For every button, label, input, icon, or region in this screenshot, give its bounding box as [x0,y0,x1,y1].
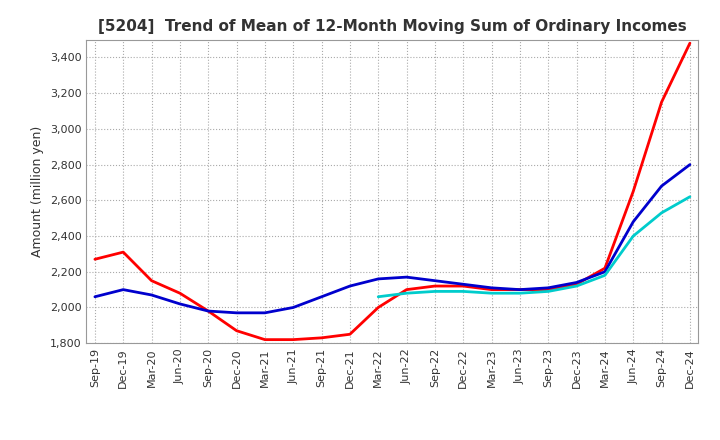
3 Years [318,335,326,341]
3 Years [261,337,269,342]
5 Years [289,305,297,310]
5 Years [318,294,326,299]
7 Years [516,290,524,296]
Y-axis label: Amount (million yen): Amount (million yen) [31,126,44,257]
Line: 7 Years: 7 Years [378,197,690,297]
3 Years [600,266,609,271]
5 Years [431,278,439,283]
7 Years [629,233,637,238]
3 Years [91,257,99,262]
3 Years [572,282,581,287]
5 Years [204,308,212,314]
5 Years [261,310,269,315]
3 Years [685,40,694,46]
5 Years [629,219,637,224]
7 Years [600,273,609,278]
5 Years [119,287,127,292]
Line: 3 Years: 3 Years [95,43,690,340]
3 Years [289,337,297,342]
5 Years [176,301,184,307]
3 Years [487,287,496,292]
5 Years [459,282,467,287]
3 Years [629,189,637,194]
Line: 5 Years: 5 Years [95,165,690,313]
Title: [5204]  Trend of Mean of 12-Month Moving Sum of Ordinary Incomes: [5204] Trend of Mean of 12-Month Moving … [98,19,687,34]
5 Years [544,285,552,290]
3 Years [148,278,156,283]
3 Years [374,305,382,310]
7 Years [459,289,467,294]
5 Years [374,276,382,282]
7 Years [431,289,439,294]
7 Years [657,210,666,216]
3 Years [346,332,354,337]
3 Years [176,290,184,296]
5 Years [346,283,354,289]
5 Years [657,183,666,189]
7 Years [685,194,694,199]
3 Years [431,283,439,289]
5 Years [516,287,524,292]
5 Years [233,310,241,315]
5 Years [148,292,156,297]
3 Years [657,99,666,105]
3 Years [544,287,552,292]
3 Years [516,287,524,292]
3 Years [402,287,411,292]
3 Years [233,328,241,334]
3 Years [459,283,467,289]
5 Years [402,275,411,280]
7 Years [402,290,411,296]
5 Years [600,269,609,275]
5 Years [572,280,581,285]
7 Years [487,290,496,296]
5 Years [685,162,694,167]
5 Years [487,285,496,290]
3 Years [204,308,212,314]
7 Years [544,289,552,294]
7 Years [374,294,382,299]
7 Years [572,283,581,289]
3 Years [119,249,127,255]
5 Years [91,294,99,299]
